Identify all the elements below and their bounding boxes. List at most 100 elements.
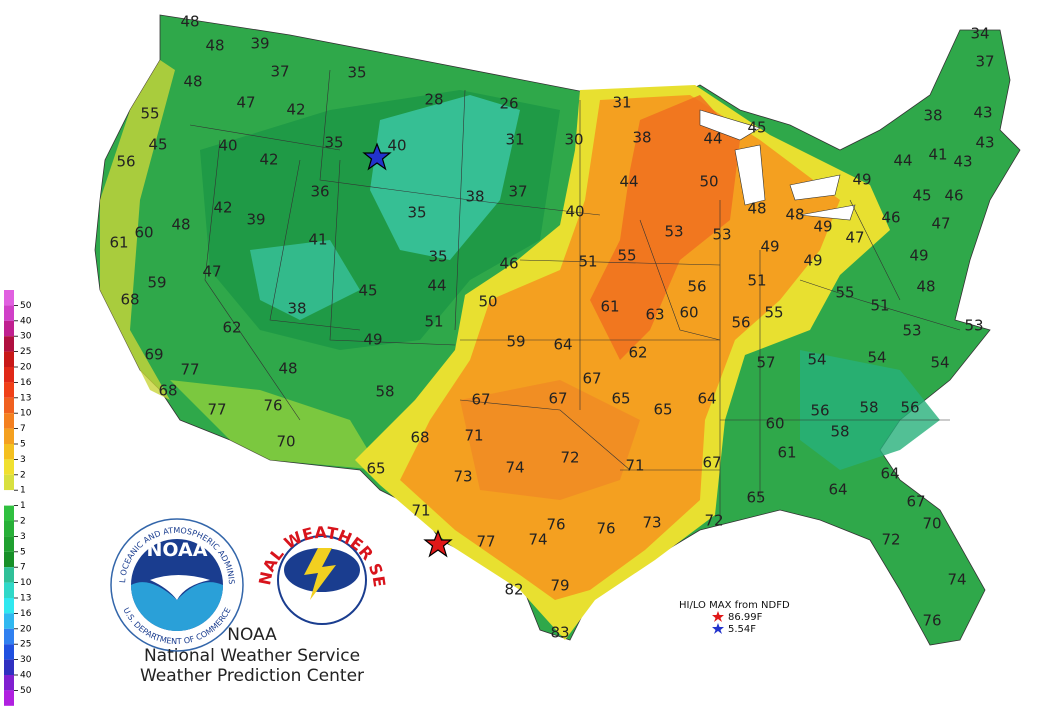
temp-label: 68 bbox=[158, 382, 177, 400]
temp-label: 55 bbox=[835, 284, 854, 302]
legend-label: 1 bbox=[20, 486, 26, 496]
legend-label: 1 bbox=[20, 501, 26, 511]
temp-label: 55 bbox=[140, 105, 159, 123]
temp-label: 47 bbox=[202, 263, 221, 281]
temp-label: 76 bbox=[596, 520, 615, 538]
temp-label: 77 bbox=[207, 401, 226, 419]
temp-label: 26 bbox=[499, 95, 518, 113]
noaa-logo-text: NOAA bbox=[147, 539, 208, 561]
temp-label: 46 bbox=[499, 255, 518, 273]
temp-label: 30 bbox=[564, 131, 583, 149]
temp-label: 76 bbox=[263, 397, 282, 415]
legend-label: 25 bbox=[20, 347, 31, 357]
legend-swatch bbox=[4, 320, 14, 337]
temp-label: 63 bbox=[645, 306, 664, 324]
hilo-min: 5.54F bbox=[728, 624, 756, 635]
temp-label: 54 bbox=[807, 351, 826, 369]
temp-label: 38 bbox=[632, 129, 651, 147]
legend-label: 25 bbox=[20, 640, 31, 650]
temp-label: 83 bbox=[550, 624, 569, 642]
legend-label: 7 bbox=[20, 563, 26, 573]
temp-label: 51 bbox=[424, 313, 443, 331]
temp-label: 56 bbox=[116, 153, 135, 171]
temp-label: 67 bbox=[906, 493, 925, 511]
legend-swatch bbox=[4, 474, 14, 491]
temp-label: 77 bbox=[180, 361, 199, 379]
temp-label: 54 bbox=[867, 349, 886, 367]
temp-label: 62 bbox=[222, 319, 241, 337]
temp-label: 48 bbox=[785, 206, 804, 224]
legend-swatch bbox=[4, 644, 14, 660]
temp-label: 65 bbox=[746, 489, 765, 507]
temp-label: 74 bbox=[505, 459, 524, 477]
temp-label: 50 bbox=[699, 173, 718, 191]
temp-label: 65 bbox=[611, 390, 630, 408]
legend-swatch bbox=[4, 444, 14, 460]
legend-label: 16 bbox=[20, 609, 32, 619]
temp-label: 44 bbox=[619, 173, 638, 191]
temp-label: 48 bbox=[180, 13, 199, 31]
temp-label: 49 bbox=[803, 252, 822, 270]
temp-label: 41 bbox=[308, 231, 327, 249]
legend-swatch bbox=[4, 582, 14, 598]
temp-label: 48 bbox=[278, 360, 297, 378]
temp-label: 67 bbox=[471, 391, 490, 409]
temp-label: 38 bbox=[923, 107, 942, 125]
temp-label: 28 bbox=[424, 91, 443, 109]
hilo-max-star bbox=[712, 611, 724, 622]
legend-swatch bbox=[4, 628, 14, 645]
legend-label: 50 bbox=[20, 686, 32, 696]
temp-label: 60 bbox=[765, 415, 784, 433]
temp-label: 69 bbox=[144, 346, 163, 364]
legend-label: 30 bbox=[20, 655, 32, 665]
temp-label: 58 bbox=[859, 399, 878, 417]
temp-label: 53 bbox=[664, 223, 683, 241]
legend-label: 16 bbox=[20, 378, 32, 388]
temp-label: 47 bbox=[845, 229, 864, 247]
legend-label: 3 bbox=[20, 532, 26, 542]
legend-label: 50 bbox=[20, 301, 32, 311]
temp-label: 46 bbox=[881, 209, 900, 227]
temp-label: 82 bbox=[504, 581, 523, 599]
legend-label: 2 bbox=[20, 470, 26, 480]
temp-label: 47 bbox=[931, 215, 950, 233]
legend-label: 5 bbox=[20, 547, 26, 557]
temp-label: 55 bbox=[617, 247, 636, 265]
temp-label: 35 bbox=[347, 64, 366, 82]
temp-label: 62 bbox=[628, 344, 647, 362]
temp-label: 37 bbox=[975, 53, 994, 71]
legend-swatch bbox=[4, 567, 14, 583]
temp-label: 53 bbox=[902, 322, 921, 340]
temp-label: 58 bbox=[375, 383, 394, 401]
legend-label: 20 bbox=[20, 363, 32, 373]
temp-label: 71 bbox=[464, 427, 483, 445]
temp-label: 68 bbox=[410, 429, 429, 447]
temp-label: 67 bbox=[548, 390, 567, 408]
legend-swatch bbox=[4, 659, 14, 675]
temp-label: 60 bbox=[679, 304, 698, 322]
temp-label: 40 bbox=[387, 137, 406, 155]
temp-label: 64 bbox=[697, 390, 716, 408]
temp-label: 59 bbox=[147, 274, 166, 292]
temp-label: 56 bbox=[687, 278, 706, 296]
legend-swatch bbox=[4, 551, 14, 568]
temp-label: 68 bbox=[120, 291, 139, 309]
temp-label: 41 bbox=[928, 146, 947, 164]
legend-swatch bbox=[4, 428, 14, 444]
temp-label: 49 bbox=[760, 238, 779, 256]
temp-label: 72 bbox=[560, 449, 579, 467]
temp-label: 43 bbox=[973, 104, 992, 122]
temp-label: 48 bbox=[747, 200, 766, 218]
hilo-max: 86.99F bbox=[728, 612, 763, 623]
legend: 50 40 30 25 20 16 13 10 7 5 3 2 1 1 2 3 5 7 10 13 16 20 25 30 40… bbox=[4, 290, 32, 706]
temp-label: 42 bbox=[213, 199, 232, 217]
credit-center: Weather Prediction Center bbox=[140, 666, 364, 686]
borders bbox=[189, 69, 961, 520]
temp-label: 71 bbox=[625, 457, 644, 475]
temp-label: 59 bbox=[506, 333, 525, 351]
temp-label: 42 bbox=[259, 151, 278, 169]
legend-swatch bbox=[4, 290, 14, 306]
temp-label: 73 bbox=[453, 468, 472, 486]
temp-label: 51 bbox=[870, 297, 889, 315]
